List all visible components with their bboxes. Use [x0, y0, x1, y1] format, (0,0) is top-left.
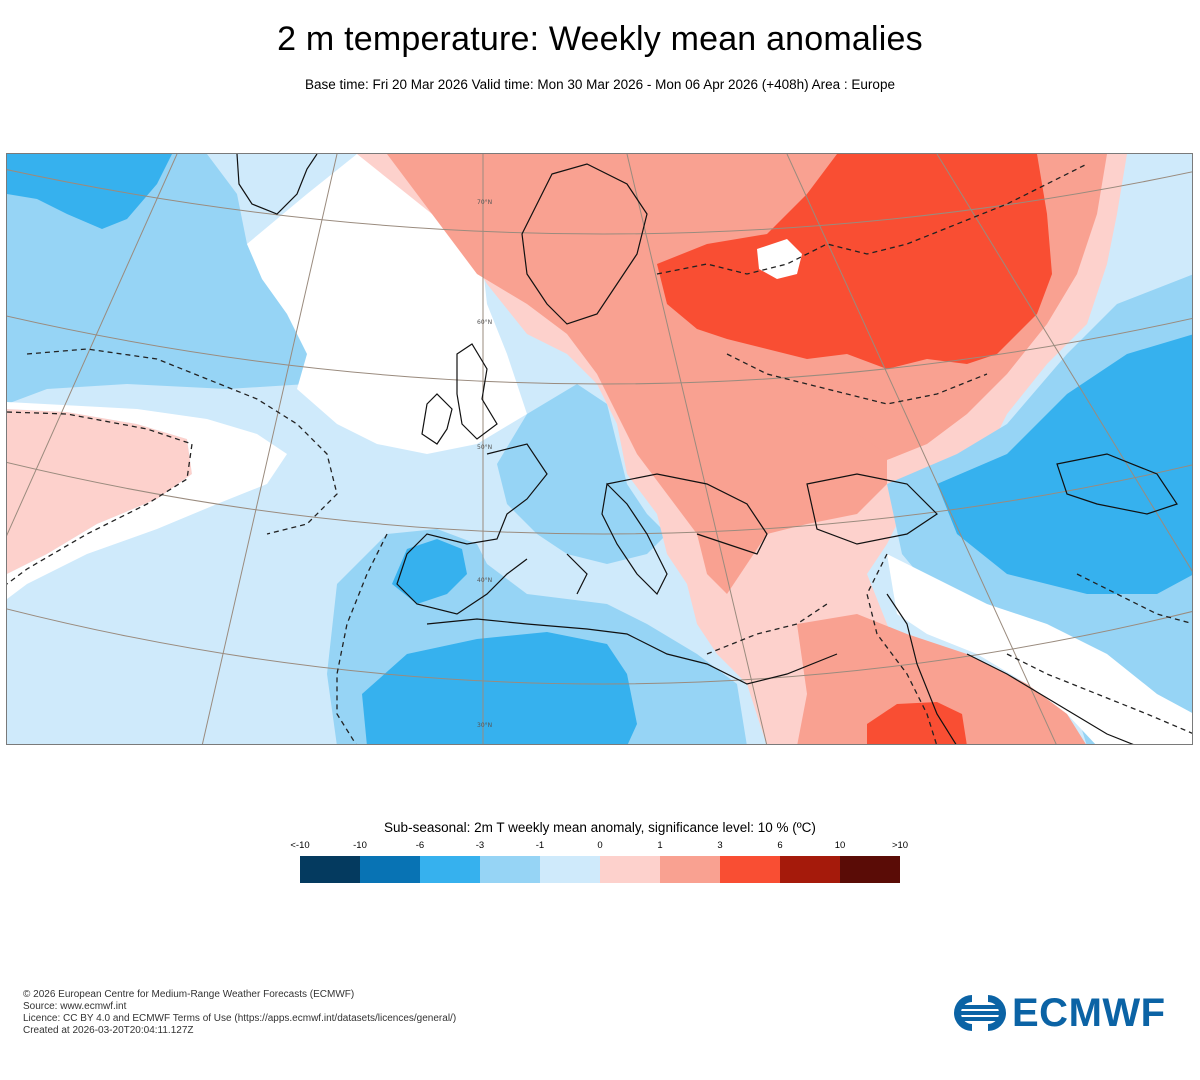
anomaly-region-strong-warm-russia — [657, 154, 1052, 369]
legend-swatch — [300, 856, 360, 883]
legend-labels: <-10 -10 -6 -3 -1 0 1 3 6 10 >10 — [290, 840, 908, 856]
ecmwf-wordmark: ECMWF — [1012, 990, 1166, 1035]
ecmwf-logo: ECMWF — [952, 990, 1182, 1035]
legend-swatch — [360, 856, 420, 883]
anomaly-region-weak-warm-atlantic — [7, 409, 192, 574]
anomaly-region-moderate-warm-egypt — [797, 614, 1086, 744]
significance-contours — [7, 163, 1192, 744]
anomaly-region-strong-cold-iberia — [392, 539, 467, 604]
legend-label: -10 — [353, 840, 367, 851]
anomaly-region-strong-cold-greenland — [7, 154, 172, 229]
legend-label: -6 — [415, 840, 425, 851]
anomaly-region-strong-cold-east — [937, 334, 1192, 594]
legend-label: 1 — [657, 840, 663, 851]
color-legend: <-10 -10 -6 -3 -1 0 1 3 6 10 >10 — [290, 840, 908, 884]
anomaly-region-strong-cold-north-africa — [362, 632, 637, 744]
legend-swatch — [600, 856, 660, 883]
legend-label: 3 — [717, 840, 723, 851]
anomaly-map: 70°N 60°N 50°N 40°N 30°N — [6, 153, 1193, 745]
legend-swatch — [780, 856, 840, 883]
legend-label: -3 — [475, 840, 485, 851]
legend-label: -1 — [535, 840, 545, 851]
lat-label-50: 50°N — [477, 444, 492, 451]
copyright-line: © 2026 European Centre for Medium-Range … — [23, 989, 355, 1000]
lat-label-60: 60°N — [477, 319, 492, 326]
footer-credits: © 2026 European Centre for Medium-Range … — [23, 989, 456, 1037]
lat-label-40: 40°N — [477, 577, 492, 584]
map-svg: 70°N 60°N 50°N 40°N 30°N — [7, 154, 1192, 744]
legend-label: <-10 — [290, 840, 310, 851]
anomaly-region-neutral-atlantic — [7, 402, 287, 599]
lat-label-30: 30°N — [477, 722, 492, 729]
anomaly-region-neutral-middle-east — [887, 554, 1192, 744]
coastlines — [236, 154, 1178, 744]
anomaly-region-moderate-cold-central-europe — [497, 384, 667, 564]
legend-swatch — [840, 856, 900, 883]
legend-color-bar — [300, 856, 900, 883]
legend-swatch — [540, 856, 600, 883]
chart-subtitle: Base time: Fri 20 Mar 2026 Valid time: M… — [305, 77, 895, 92]
anomaly-region-neutral-russia — [757, 239, 802, 279]
legend-swatch — [720, 856, 780, 883]
lat-label-70: 70°N — [477, 199, 492, 206]
legend-label: >10 — [891, 840, 909, 851]
legend-label: 6 — [777, 840, 783, 851]
legend-swatch — [660, 856, 720, 883]
chart-title: 2 m temperature: Weekly mean anomalies — [277, 20, 923, 58]
legend-swatch — [480, 856, 540, 883]
legend-title: Sub-seasonal: 2m T weekly mean anomaly, … — [384, 820, 816, 835]
anomaly-region-strong-warm-egypt — [867, 702, 967, 744]
legend-label: 10 — [834, 840, 846, 851]
legend-label: 0 — [597, 840, 603, 851]
ecmwf-logo-icon — [954, 995, 1006, 1031]
anomaly-region-moderate-warm-balkans — [747, 424, 887, 534]
licence-line: Licence: CC BY 4.0 and ECMWF Terms of Us… — [23, 1013, 457, 1024]
created-line: Created at 2026-03-20T20:04:11.127Z — [23, 1025, 194, 1036]
source-line: Source: www.ecmwf.int — [23, 1001, 127, 1012]
legend-swatch — [420, 856, 480, 883]
graticule — [7, 154, 1192, 744]
